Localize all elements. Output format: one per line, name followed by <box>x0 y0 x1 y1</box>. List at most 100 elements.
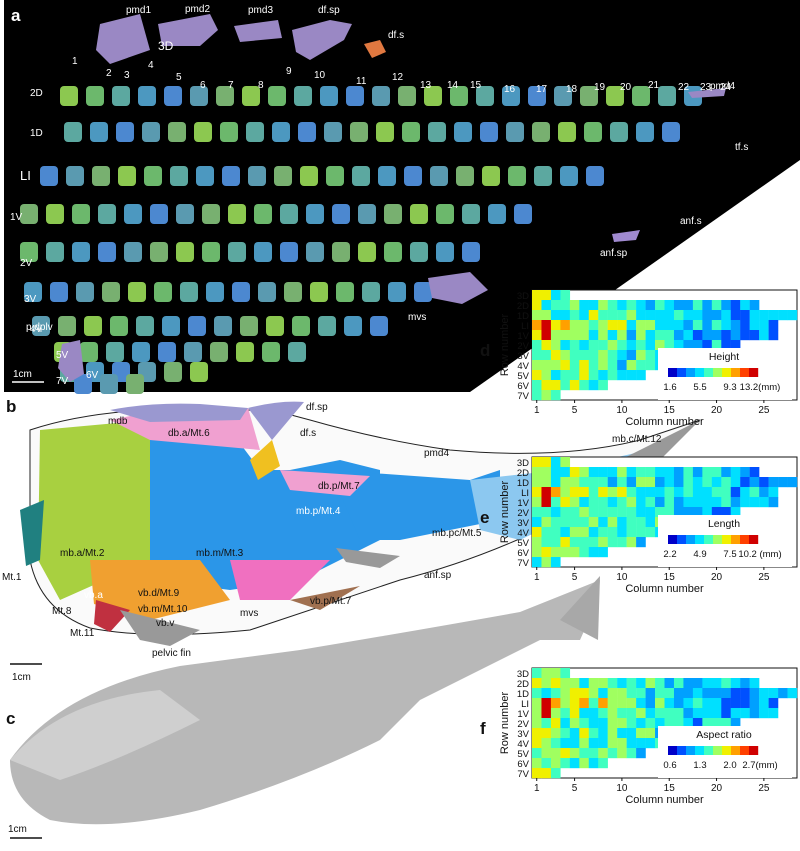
heatmap-cell <box>560 527 571 538</box>
heatmap-cell <box>550 768 561 779</box>
heatmap-cell <box>664 340 675 351</box>
heatmap-cell <box>617 350 627 361</box>
scale <box>528 86 546 106</box>
heatmap-cell <box>550 728 561 739</box>
scale <box>20 242 38 262</box>
heatmap-cell <box>645 477 656 488</box>
heatmap-cell <box>617 698 627 709</box>
legend-title: Length <box>708 518 740 530</box>
heatmap-cell <box>541 380 552 391</box>
heatmap-cell <box>579 688 589 699</box>
region-dbp <box>280 470 370 496</box>
heatmap-cell <box>683 300 694 311</box>
scale <box>60 86 78 106</box>
heatmap-cell <box>607 350 618 361</box>
colorbar-segment <box>695 746 705 755</box>
heatmap-cell <box>560 718 571 729</box>
heatmap-cell <box>550 300 561 311</box>
heatmap-cell <box>655 688 665 699</box>
scale <box>436 242 454 262</box>
heatmap-cell <box>532 698 542 709</box>
heatmap-cell <box>588 370 599 381</box>
heatmap-cell <box>768 310 779 321</box>
label-pmd3: pmd3 <box>248 5 273 16</box>
row-label: 2V <box>20 258 33 269</box>
heatmap-cell <box>645 698 656 709</box>
region-mt1 <box>20 500 44 566</box>
scale <box>188 316 206 336</box>
heatmap-cell <box>532 537 542 548</box>
scale <box>362 282 380 302</box>
colorbar-tick-label: 10.2 (mm) <box>738 549 781 560</box>
heatmap-cell <box>664 477 675 488</box>
heatmap-cell <box>759 310 769 321</box>
column-number-label: 6 <box>200 80 206 91</box>
label-mbpc: mb.pc/Mt.5 <box>432 528 482 539</box>
heatmap-cell <box>541 497 552 508</box>
heatmap-cell <box>579 300 589 311</box>
heatmap-cell <box>673 688 684 699</box>
heatmap-cell <box>541 758 552 769</box>
heatmap-cell <box>730 330 741 341</box>
colorbar-tick-label: 5.5 <box>693 382 706 393</box>
panel-c-letter: c <box>6 709 15 728</box>
scale <box>84 316 102 336</box>
heatmap-cell <box>692 300 703 311</box>
heatmap-cell <box>532 507 542 518</box>
heatmap-cell <box>560 517 571 528</box>
heatmap-x-tick-label: 15 <box>664 572 676 583</box>
heatmap-cell <box>579 728 589 739</box>
colorbar-tick-label: 9.3 <box>723 382 736 393</box>
heatmap-cell <box>569 527 580 538</box>
heatmap-cell <box>569 350 580 361</box>
scale <box>138 86 156 106</box>
heatmap-cell <box>598 477 608 488</box>
heatmap-cell <box>730 718 741 729</box>
heatmap-cell <box>645 527 656 538</box>
heatmap-cell <box>759 497 769 508</box>
heatmap-cell <box>588 320 599 331</box>
scale <box>398 86 416 106</box>
heatmap-cell <box>730 497 741 508</box>
heatmap-cell <box>759 320 769 331</box>
scale <box>586 166 604 186</box>
heatmap-cell <box>560 728 571 739</box>
heatmap-cell <box>683 688 694 699</box>
heatmap-cell <box>730 320 741 331</box>
heatmap-cell <box>560 370 571 381</box>
heatmap-cell <box>683 467 694 478</box>
heatmap-cell <box>740 320 750 331</box>
scale <box>332 242 350 262</box>
fish-render-head <box>10 690 200 780</box>
colorbar-tick-label: 1.6 <box>663 382 676 393</box>
row-label: 3V <box>24 294 37 305</box>
dfsp-bone <box>292 20 352 60</box>
colorbar-tick-label: 7.5 <box>723 549 736 560</box>
heatmap-cell <box>598 370 608 381</box>
heatmap-x-tick-label: 1 <box>534 783 540 794</box>
heatmap-cell <box>560 467 571 478</box>
scale <box>514 204 532 224</box>
scale <box>580 86 598 106</box>
heatmap-cell <box>749 300 760 311</box>
scale <box>370 316 388 336</box>
heatmap-x-tick-label: 5 <box>572 405 578 416</box>
scale <box>202 242 220 262</box>
heatmap-cell <box>617 340 627 351</box>
heatmap-cell <box>768 698 779 709</box>
heatmap-cell <box>636 527 646 538</box>
heatmap-cell <box>588 517 599 528</box>
heatmap-cell <box>617 688 627 699</box>
heatmap-cell <box>749 688 760 699</box>
heatmap-cell <box>702 708 713 719</box>
heatmap-cell <box>560 330 571 341</box>
scale <box>610 122 628 142</box>
heatmap-cell <box>768 487 779 498</box>
colorbar-segment <box>740 746 750 755</box>
heatmap-cell <box>645 708 656 719</box>
heatmap-cell <box>532 668 542 679</box>
label-vbv: vb.v <box>156 618 174 629</box>
heatmap-cell <box>560 547 571 558</box>
heatmap-cell <box>550 537 561 548</box>
region-dfsp <box>248 401 304 440</box>
